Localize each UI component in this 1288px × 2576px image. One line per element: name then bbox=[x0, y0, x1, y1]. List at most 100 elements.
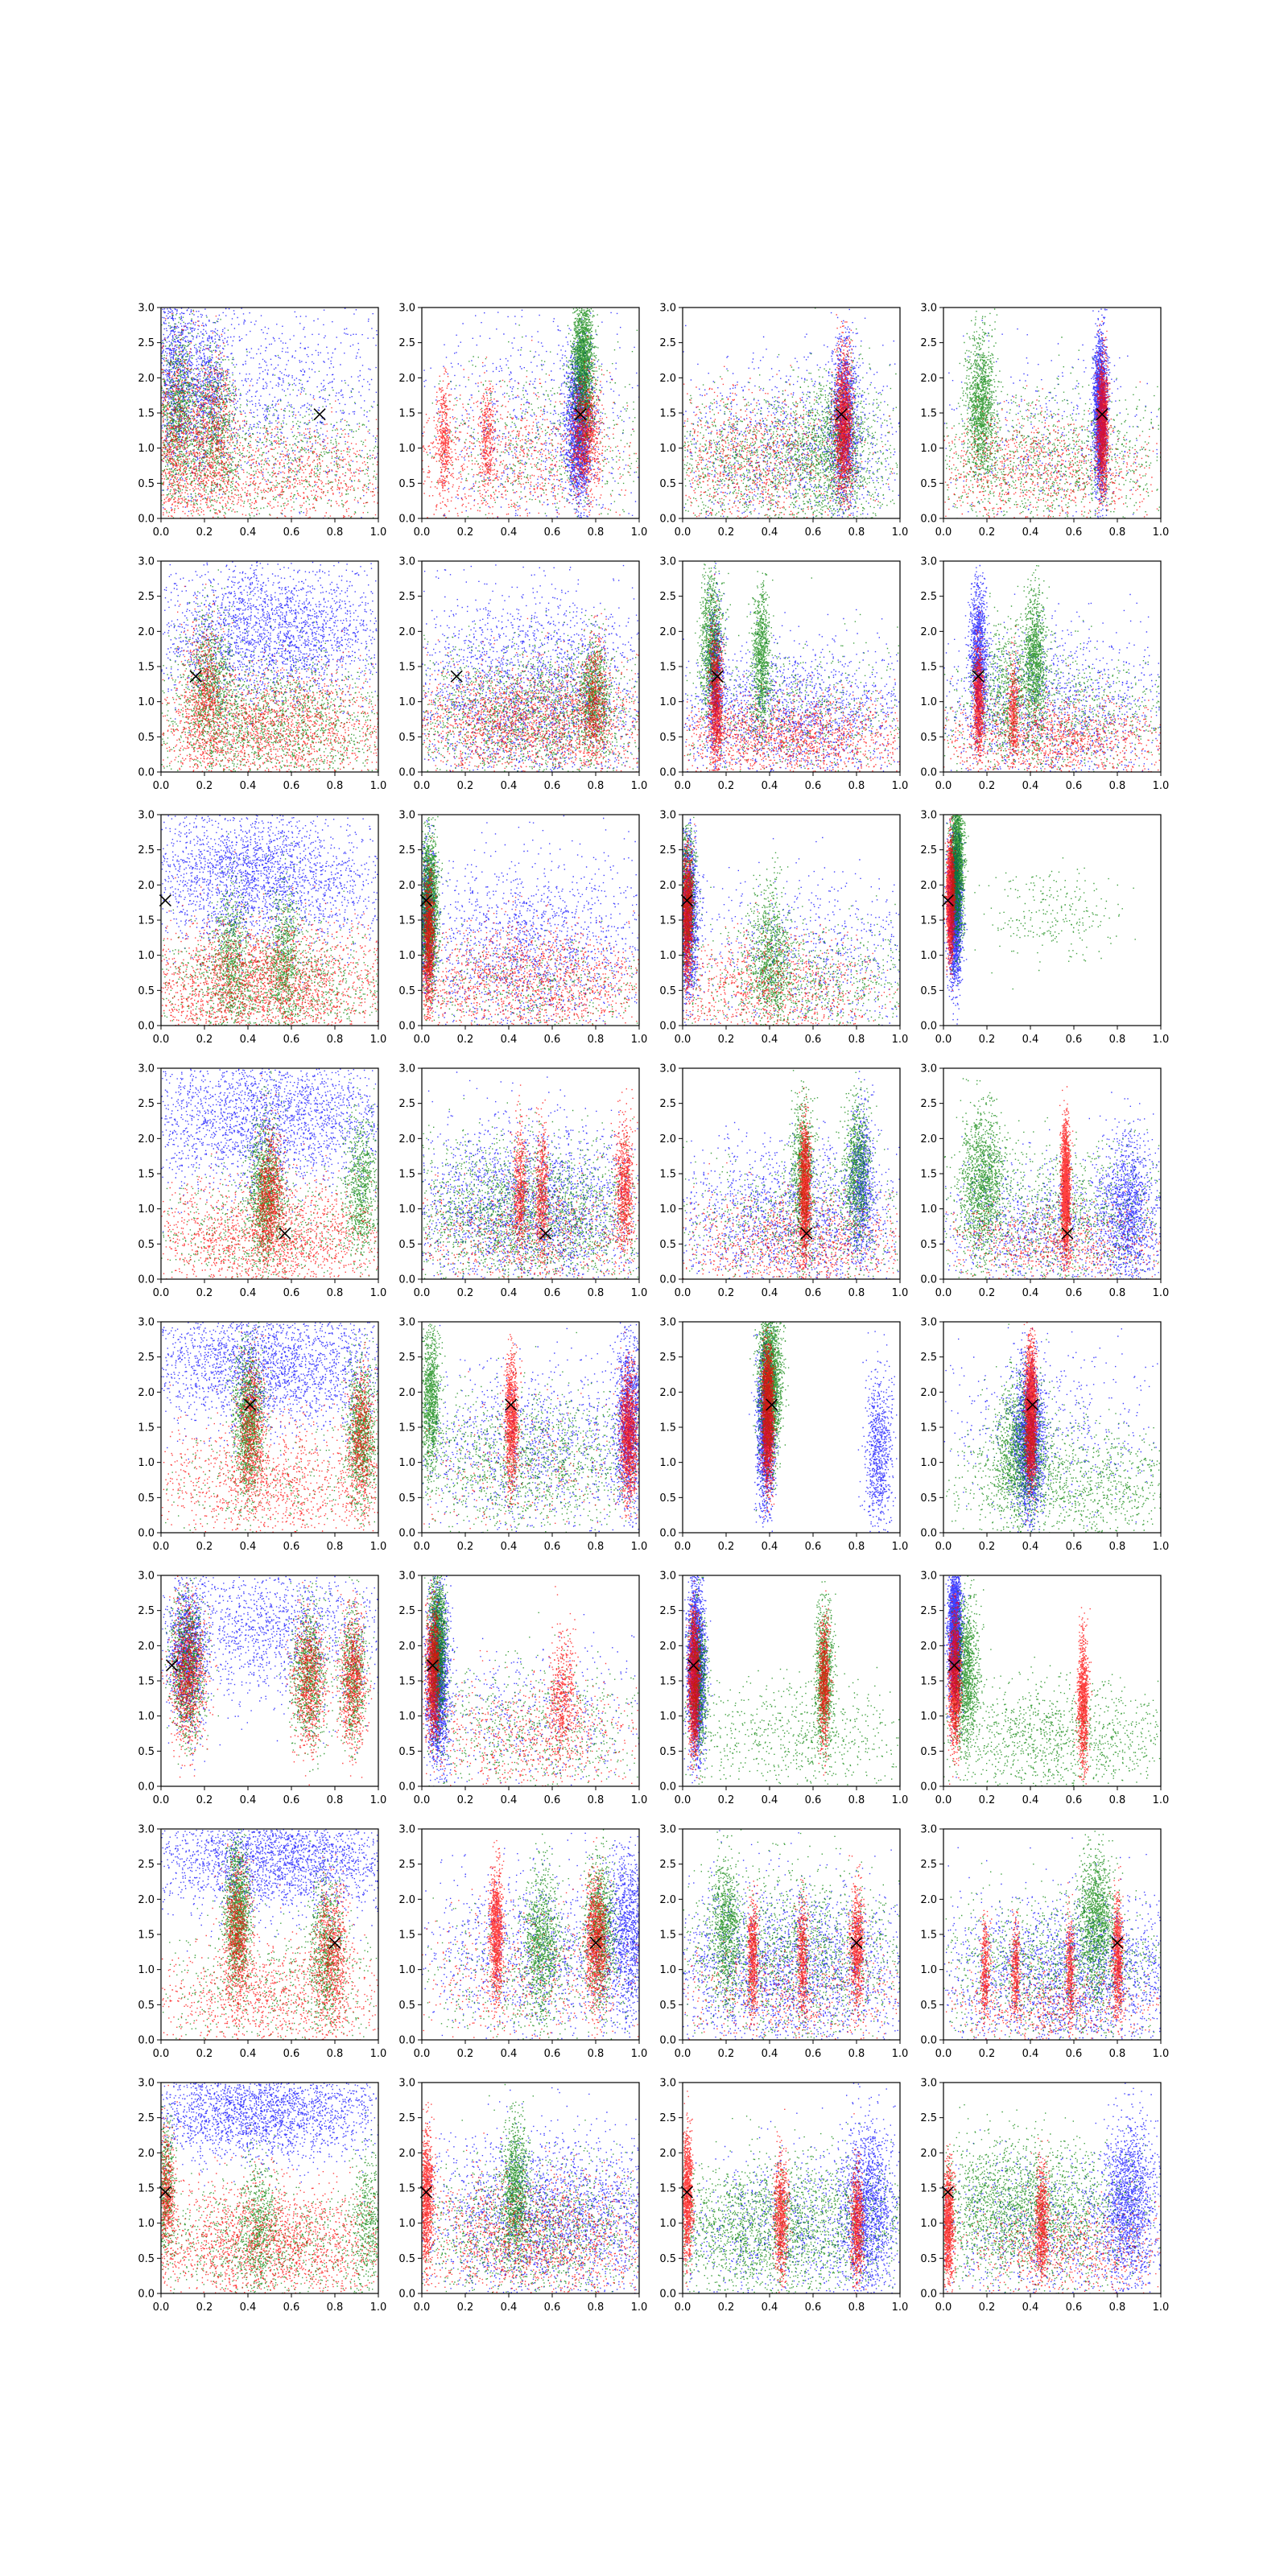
y-tick-label: 0.0 bbox=[138, 1274, 155, 1286]
y-tick-label: 2.5 bbox=[398, 1098, 415, 1110]
x-tick-label: 0.8 bbox=[1109, 780, 1126, 792]
y-tick-label: 1.0 bbox=[138, 950, 155, 962]
y-tick-label: 1.5 bbox=[398, 1930, 415, 1942]
y-tick-label: 3.0 bbox=[398, 556, 415, 568]
x-tick-label: 0.6 bbox=[805, 2301, 822, 2314]
y-tick-label: 1.5 bbox=[398, 1169, 415, 1181]
y-tick-label: 2.5 bbox=[138, 591, 155, 603]
y-tick-label: 2.5 bbox=[920, 1605, 937, 1617]
x-tick-label: 0.2 bbox=[718, 1794, 735, 1806]
x-tick-label: 0.2 bbox=[196, 2048, 213, 2060]
y-tick-label: 0.0 bbox=[138, 1021, 155, 1033]
x-tick-label: 0.6 bbox=[805, 1287, 822, 1299]
x-tick-label: 1.0 bbox=[631, 1287, 648, 1299]
x-tick-label: 0.8 bbox=[588, 1034, 605, 1046]
y-tick-label: 1.0 bbox=[920, 443, 937, 455]
x-tick-label: 0.4 bbox=[762, 1541, 778, 1553]
y-tick-label: 2.5 bbox=[920, 337, 937, 349]
y-tick-label: 1.0 bbox=[138, 1711, 155, 1723]
y-tick-label: 2.5 bbox=[398, 2112, 415, 2124]
y-tick-label: 0.5 bbox=[138, 985, 155, 997]
x-tick-label: 0.8 bbox=[848, 2301, 865, 2314]
x-tick-label: 0.6 bbox=[1066, 1287, 1083, 1299]
x-tick-label: 0.4 bbox=[240, 2048, 257, 2060]
x-tick-label: 0.8 bbox=[327, 526, 344, 539]
y-tick-label: 1.0 bbox=[138, 1457, 155, 1469]
x-tick-label: 1.0 bbox=[1153, 1541, 1170, 1553]
x-tick-label: 1.0 bbox=[1153, 2301, 1170, 2314]
x-tick-label: 0.8 bbox=[1109, 1287, 1126, 1299]
y-tick-label: 0.0 bbox=[659, 767, 676, 779]
y-tick-label: 3.0 bbox=[920, 1824, 937, 1836]
y-tick-label: 0.5 bbox=[398, 985, 415, 997]
y-tick-label: 1.0 bbox=[920, 1964, 937, 1976]
x-tick-label: 0.0 bbox=[935, 1287, 952, 1299]
y-tick-label: 0.0 bbox=[920, 1528, 937, 1540]
x-tick-label: 0.0 bbox=[935, 2048, 952, 2060]
x-tick-label: 0.2 bbox=[196, 1034, 213, 1046]
x-tick-label: 0.8 bbox=[1109, 2048, 1126, 2060]
x-tick-label: 0.2 bbox=[718, 526, 735, 539]
y-tick-label: 2.0 bbox=[659, 880, 676, 892]
y-tick-label: 2.5 bbox=[138, 844, 155, 857]
y-tick-label: 2.0 bbox=[138, 626, 155, 638]
y-tick-label: 2.5 bbox=[138, 1098, 155, 1110]
y-tick-label: 1.5 bbox=[659, 1169, 676, 1181]
x-tick-label: 0.0 bbox=[153, 1541, 170, 1553]
y-tick-label: 1.5 bbox=[138, 1930, 155, 1942]
x-tick-label: 0.8 bbox=[588, 526, 605, 539]
y-tick-label: 1.5 bbox=[920, 2183, 937, 2195]
x-tick-label: 0.0 bbox=[935, 2301, 952, 2314]
x-tick-label: 0.0 bbox=[414, 526, 431, 539]
x-tick-label: 0.4 bbox=[762, 1287, 778, 1299]
x-tick-label: 0.8 bbox=[327, 1287, 344, 1299]
y-tick-label: 1.5 bbox=[659, 1422, 676, 1435]
x-tick-label: 0.4 bbox=[1022, 526, 1039, 539]
x-tick-label: 0.2 bbox=[196, 1794, 213, 1806]
x-tick-label: 0.2 bbox=[457, 1541, 474, 1553]
x-tick-label: 0.0 bbox=[153, 2301, 170, 2314]
y-tick-label: 1.0 bbox=[920, 1203, 937, 1216]
y-tick-label: 0.0 bbox=[920, 2035, 937, 2047]
y-tick-label: 2.5 bbox=[659, 1605, 676, 1617]
y-tick-label: 1.0 bbox=[659, 696, 676, 708]
y-tick-label: 0.0 bbox=[920, 767, 937, 779]
x-tick-label: 0.8 bbox=[588, 1287, 605, 1299]
x-tick-label: 0.6 bbox=[283, 1034, 300, 1046]
x-tick-label: 1.0 bbox=[370, 2048, 387, 2060]
y-tick-label: 0.5 bbox=[398, 1239, 415, 1251]
y-tick-label: 3.0 bbox=[398, 303, 415, 315]
y-tick-label: 2.0 bbox=[138, 1894, 155, 1906]
x-tick-label: 0.6 bbox=[544, 2048, 561, 2060]
x-tick-label: 0.8 bbox=[1109, 526, 1126, 539]
y-tick-label: 2.5 bbox=[398, 1352, 415, 1364]
y-tick-label: 3.0 bbox=[398, 1317, 415, 1329]
y-tick-label: 2.0 bbox=[138, 880, 155, 892]
y-tick-label: 1.0 bbox=[398, 1711, 415, 1723]
y-tick-label: 3.0 bbox=[398, 810, 415, 822]
x-tick-label: 0.8 bbox=[1109, 1541, 1126, 1553]
y-tick-label: 2.5 bbox=[659, 1098, 676, 1110]
y-tick-label: 2.5 bbox=[138, 1859, 155, 1871]
y-tick-label: 0.0 bbox=[138, 767, 155, 779]
x-tick-label: 0.0 bbox=[675, 1034, 691, 1046]
y-tick-label: 1.5 bbox=[920, 662, 937, 674]
x-tick-label: 0.2 bbox=[196, 1541, 213, 1553]
x-tick-label: 0.0 bbox=[414, 1541, 431, 1553]
x-tick-label: 0.8 bbox=[588, 2048, 605, 2060]
x-tick-label: 0.6 bbox=[1066, 526, 1083, 539]
x-tick-label: 0.6 bbox=[283, 526, 300, 539]
x-tick-label: 0.4 bbox=[501, 2048, 518, 2060]
x-tick-label: 0.0 bbox=[414, 1287, 431, 1299]
x-tick-label: 0.6 bbox=[805, 1541, 822, 1553]
x-tick-label: 0.8 bbox=[588, 1794, 605, 1806]
x-tick-label: 1.0 bbox=[631, 2301, 648, 2314]
y-tick-label: 0.0 bbox=[138, 1528, 155, 1540]
x-tick-label: 1.0 bbox=[370, 526, 387, 539]
x-tick-label: 0.8 bbox=[848, 2048, 865, 2060]
x-tick-label: 0.4 bbox=[762, 780, 778, 792]
y-tick-label: 3.0 bbox=[920, 2078, 937, 2090]
x-tick-label: 1.0 bbox=[892, 2301, 909, 2314]
y-tick-label: 2.5 bbox=[659, 1352, 676, 1364]
y-tick-label: 1.5 bbox=[138, 1422, 155, 1435]
